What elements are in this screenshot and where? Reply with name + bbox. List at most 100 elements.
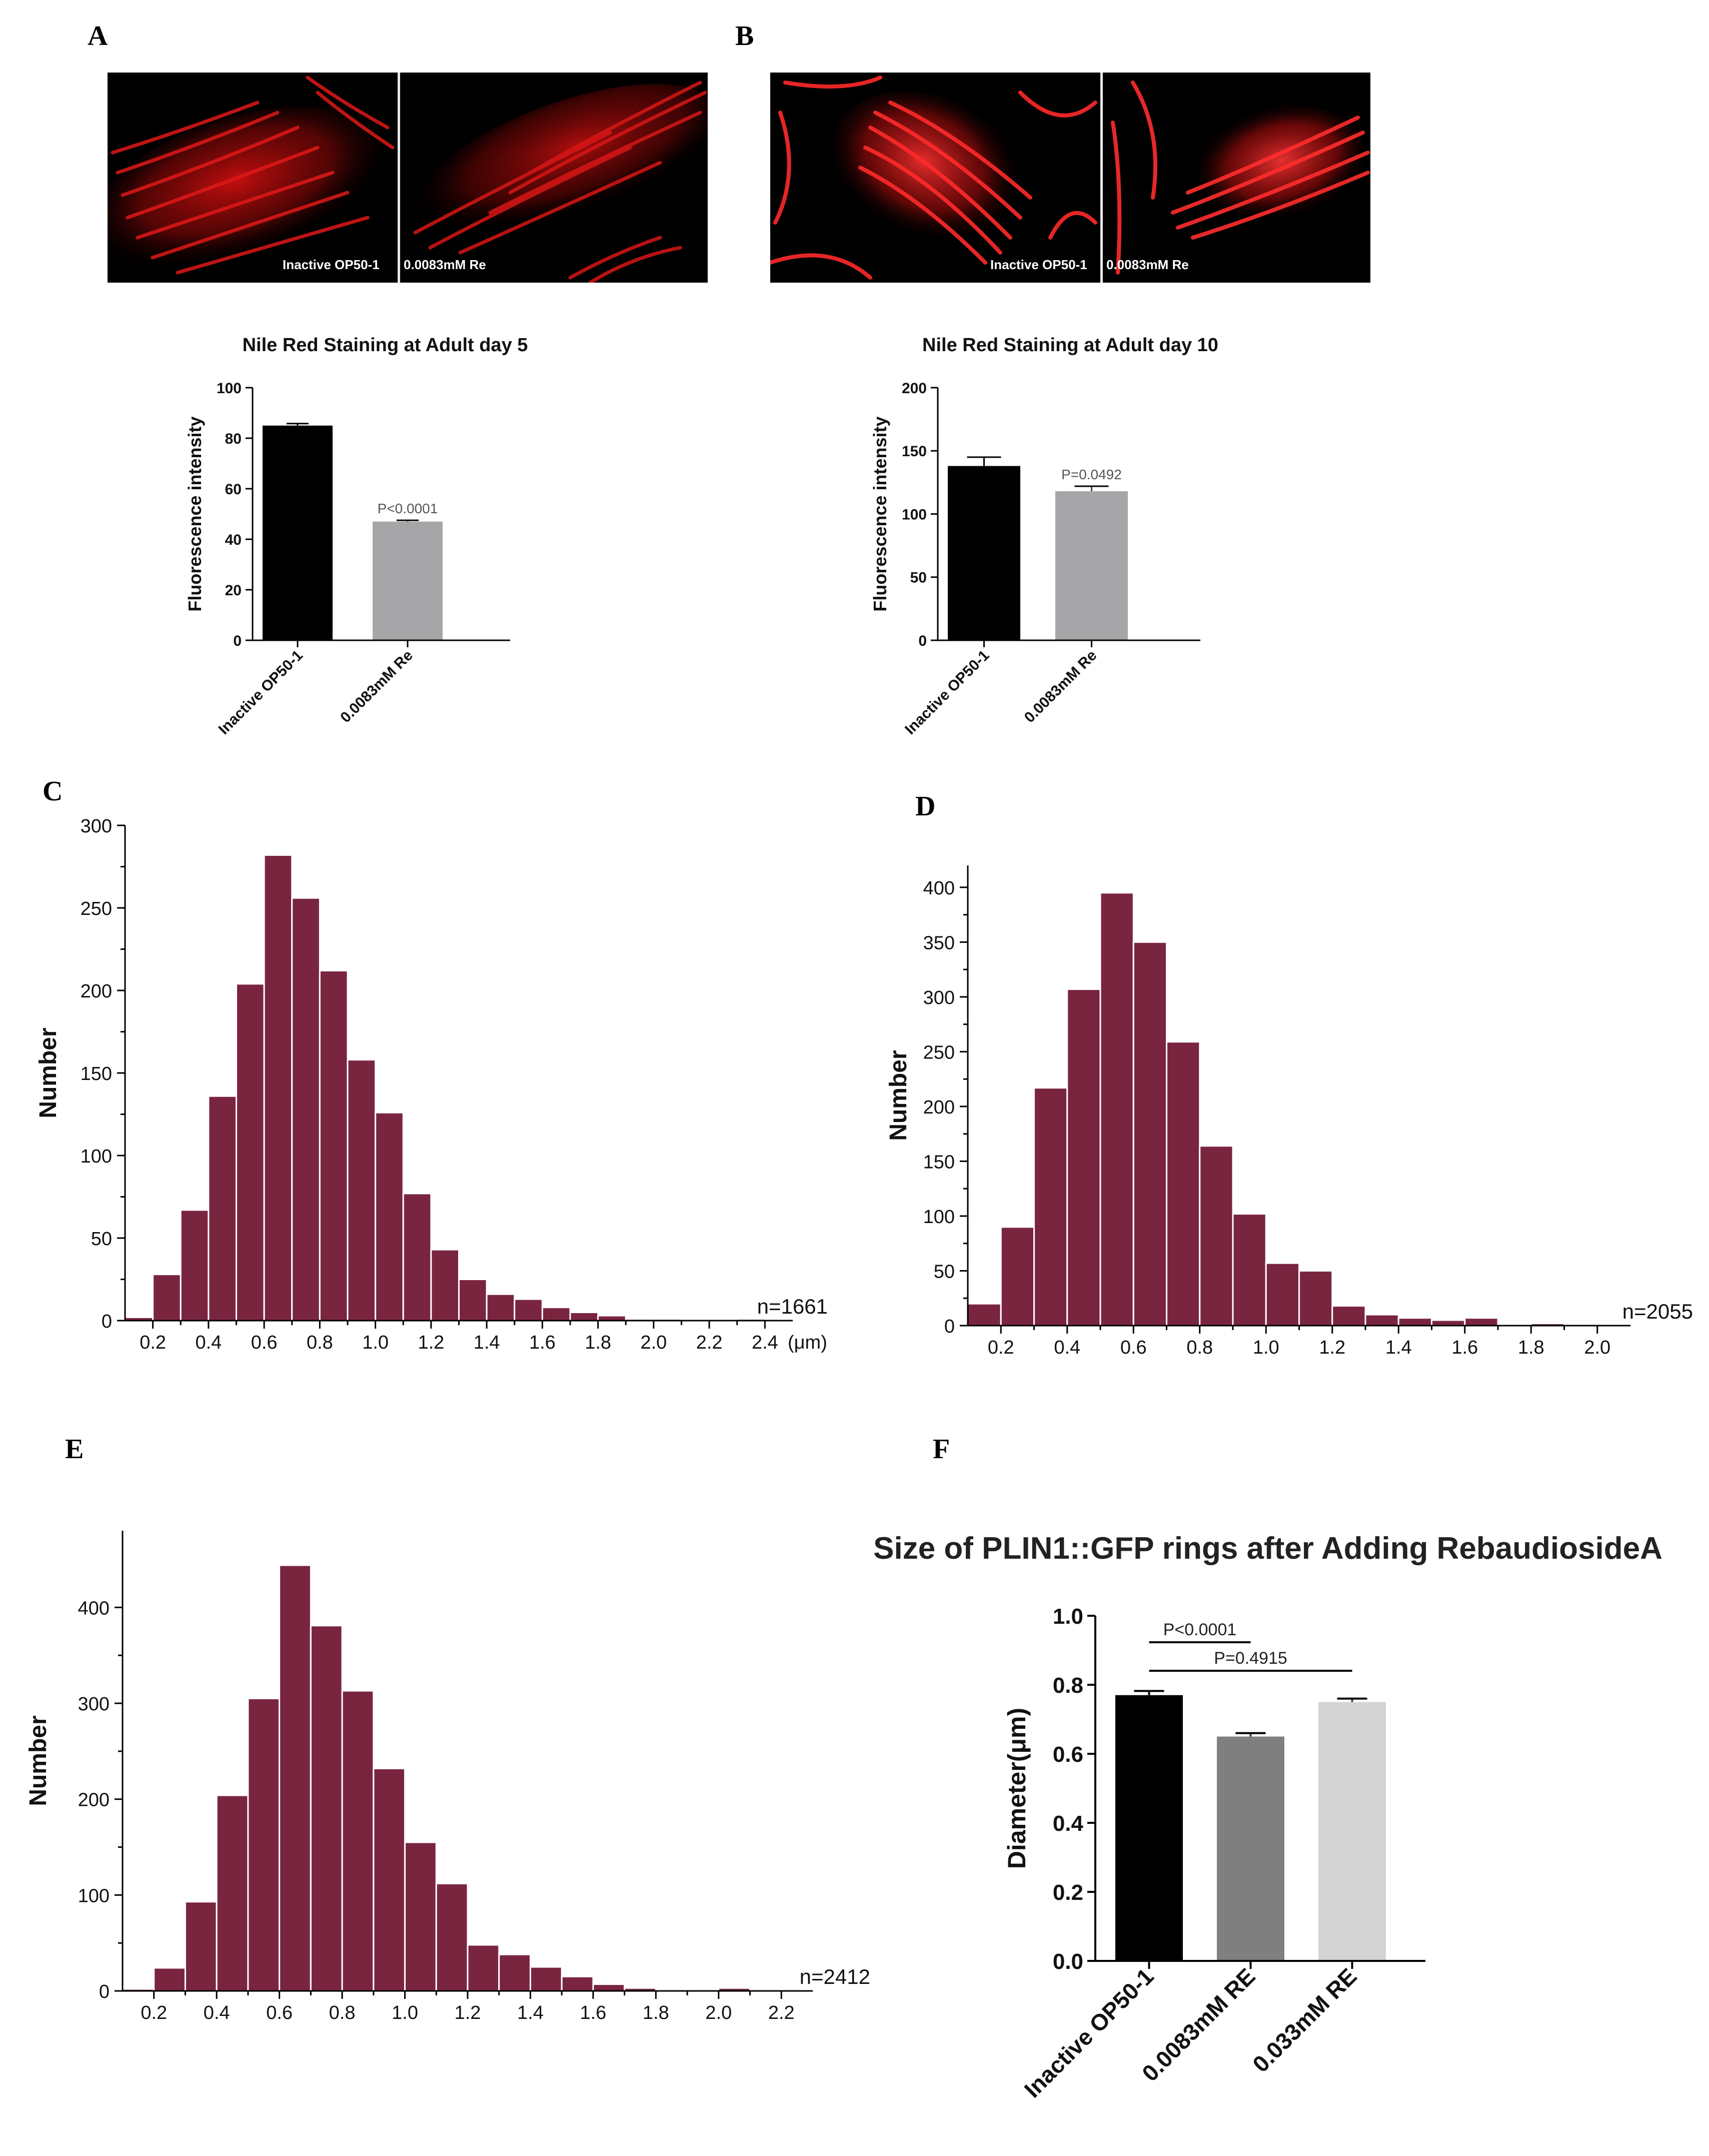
worm-image-a-right — [413, 81, 708, 283]
x-tick-label: 0.6 — [251, 1332, 278, 1353]
y-tick-label: 100 — [923, 1207, 955, 1228]
x-tick-label: 1.0 — [362, 1332, 389, 1353]
histogram-bar — [569, 1312, 599, 1322]
histogram-bar — [1331, 1305, 1366, 1327]
y-tick-label: 0.8 — [1053, 1673, 1083, 1698]
histogram-bar — [180, 1209, 210, 1322]
panel-label-c: C — [43, 776, 63, 807]
x-tick-label: 0.4 — [195, 1332, 222, 1353]
micrograph-a-right — [400, 73, 708, 283]
y-tick-label: 40 — [225, 532, 242, 548]
x-tick-label: 1.2 — [1319, 1337, 1345, 1358]
y-tick-label: 50 — [934, 1261, 955, 1282]
histogram-panel-c: Number 0 50 100 150 200 250 300 0.2 0.4 0.6 0.8 1.0… — [35, 816, 828, 1353]
x-tick-label: 1.2 — [455, 2002, 481, 2023]
y-tick-label: 0 — [102, 1311, 112, 1332]
y-tick-label: 1.0 — [1053, 1604, 1083, 1629]
x-tick-label: 1.6 — [580, 2002, 606, 2023]
y-tick-label: 300 — [81, 816, 112, 837]
histogram-bar — [208, 1095, 237, 1322]
y-tick-label: 350 — [923, 932, 955, 953]
chart-panel-f: Size of PLIN1::GFP rings after Adding Re… — [873, 1531, 1662, 2102]
y-tick-label: 0 — [918, 633, 927, 649]
significance-pvalue: P<0.0001 — [1163, 1620, 1237, 1639]
x-tick-label: 1.4 — [1385, 1337, 1412, 1358]
y-tick-label: 50 — [910, 570, 927, 586]
x-tick-label: 1.8 — [585, 1332, 611, 1353]
x-tick-label: 1.6 — [529, 1332, 556, 1353]
micrograph-b-left — [770, 73, 1100, 283]
x-tick-label: 1.8 — [643, 2002, 669, 2023]
x-tick-label: 1.4 — [517, 2002, 544, 2023]
x-tick-label: 1.6 — [1451, 1337, 1478, 1358]
histogram-panel-d: Number 0 50 100 150 200 250 300 350 400 0.2 0.4 0.6… — [885, 865, 1693, 1358]
histogram-bar — [498, 1953, 531, 1992]
bar — [1217, 1736, 1284, 1961]
chart-f-title: Size of PLIN1::GFP rings after Adding Re… — [873, 1531, 1662, 1566]
y-tick-label: 200 — [902, 380, 927, 397]
histogram-bar — [1166, 1041, 1201, 1327]
bar — [948, 466, 1020, 640]
histogram-bar — [375, 1112, 404, 1322]
y-tick-label: 0 — [944, 1316, 955, 1337]
y-tick-label: 200 — [78, 1790, 110, 1811]
x-tick-label: 0.2 — [141, 2002, 167, 2023]
chart-b-pvalue: P=0.0492 — [1061, 467, 1122, 482]
bar — [263, 425, 333, 640]
histogram-bar — [1199, 1145, 1234, 1327]
x-tick-label: 0.2 — [988, 1337, 1014, 1358]
histogram-panel-e: Number 0 100 200 300 400 0.2 0.4 0.6 0.8 1.0 1.2 1.… — [25, 1531, 870, 2023]
category-label: 0.033mM RE — [1247, 1963, 1361, 2077]
y-tick-label: 250 — [81, 898, 112, 919]
y-tick-label: 400 — [923, 878, 955, 899]
histogram-e-sample-size: n=2412 — [800, 1965, 870, 1988]
chart-f-ylabel: Diameter(μm) — [1003, 1708, 1031, 1869]
x-tick-label: 2.0 — [1584, 1337, 1610, 1358]
panel-label-b: B — [735, 21, 754, 52]
histogram-bar — [1000, 1226, 1035, 1327]
histogram-bar — [216, 1794, 249, 1992]
y-tick-label: 0.6 — [1053, 1742, 1083, 1767]
worm-image-a-left — [108, 76, 395, 275]
micrograph-b-right — [1103, 73, 1370, 283]
y-tick-label: 400 — [78, 1598, 110, 1619]
y-tick-label: 0.2 — [1053, 1880, 1083, 1905]
x-tick-label: 0.6 — [1120, 1337, 1147, 1358]
x-tick-label: 0.2 — [140, 1332, 166, 1353]
bar — [1115, 1695, 1183, 1961]
histogram-bar — [402, 1193, 432, 1322]
y-tick-label: 100 — [902, 506, 927, 523]
y-tick-label: 200 — [923, 1097, 955, 1118]
y-tick-label: 50 — [91, 1229, 112, 1250]
x-tick-label: 0.8 — [307, 1332, 333, 1353]
y-tick-label: 20 — [225, 582, 242, 599]
x-tick-label: 0.8 — [329, 2002, 356, 2023]
histogram-bar — [1099, 892, 1134, 1327]
bar — [1055, 491, 1128, 640]
histogram-bar — [310, 1625, 343, 1992]
histogram-bar — [184, 1901, 218, 1992]
x-tick-label: 2.4 — [752, 1332, 778, 1353]
histogram-bar — [1132, 941, 1167, 1327]
y-tick-label: 100 — [81, 1146, 112, 1167]
bar — [373, 521, 443, 640]
chart-b-ylabel: Fluorescence intensity — [870, 416, 890, 611]
histogram-bar — [1066, 988, 1101, 1327]
y-tick-label: 0.0 — [1053, 1949, 1083, 1974]
panel-label-e: E — [65, 1434, 84, 1465]
histogram-bar — [1033, 1087, 1068, 1327]
histogram-bar — [458, 1279, 488, 1322]
x-tick-label: 2.0 — [640, 1332, 667, 1353]
x-tick-label: 2.2 — [768, 2002, 795, 2023]
histogram-bar — [529, 1966, 563, 1992]
category-label: Inactive OP50-1 — [1019, 1963, 1159, 2102]
micrograph-divider — [398, 73, 400, 283]
y-tick-label: 0 — [233, 633, 242, 649]
chart-a-ylabel: Fluorescence intensity — [185, 416, 205, 611]
chart-a-title: Nile Red Staining at Adult day 5 — [243, 335, 528, 356]
histogram-bar — [319, 969, 349, 1322]
chart-panel-b: Nile Red Staining at Adult day 10 Fluore… — [870, 335, 1218, 738]
x-tick-label: 0.4 — [1054, 1337, 1080, 1358]
x-tick-label: 1.8 — [1518, 1337, 1544, 1358]
histogram-bar — [236, 983, 265, 1322]
